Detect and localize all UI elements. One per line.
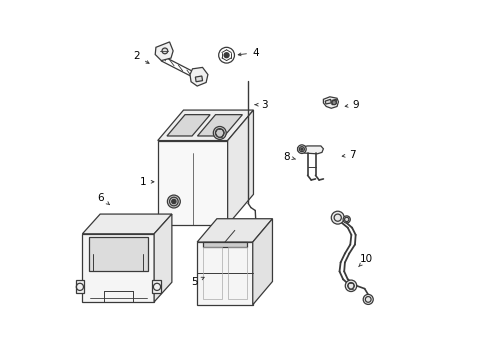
Polygon shape bbox=[297, 146, 323, 154]
Circle shape bbox=[343, 216, 349, 223]
Text: 2: 2 bbox=[133, 51, 149, 63]
Polygon shape bbox=[89, 237, 147, 271]
Text: 7: 7 bbox=[342, 150, 355, 160]
Polygon shape bbox=[325, 99, 330, 104]
Circle shape bbox=[162, 48, 167, 54]
Text: 9: 9 bbox=[345, 100, 358, 110]
Circle shape bbox=[213, 126, 226, 139]
Polygon shape bbox=[197, 114, 242, 136]
Polygon shape bbox=[252, 219, 272, 305]
Polygon shape bbox=[82, 234, 154, 302]
Text: 8: 8 bbox=[283, 152, 295, 162]
Polygon shape bbox=[227, 110, 253, 225]
Text: 4: 4 bbox=[238, 48, 258, 58]
Text: 1: 1 bbox=[140, 177, 154, 187]
Polygon shape bbox=[195, 76, 202, 82]
Text: 6: 6 bbox=[98, 193, 109, 205]
Circle shape bbox=[300, 148, 303, 150]
Circle shape bbox=[167, 195, 180, 208]
Polygon shape bbox=[197, 219, 272, 242]
Circle shape bbox=[171, 199, 176, 204]
Text: 3: 3 bbox=[255, 100, 267, 110]
Polygon shape bbox=[82, 214, 171, 234]
Circle shape bbox=[330, 211, 344, 224]
Polygon shape bbox=[76, 280, 84, 293]
Polygon shape bbox=[323, 97, 338, 108]
Polygon shape bbox=[190, 67, 207, 86]
Circle shape bbox=[345, 280, 356, 292]
Polygon shape bbox=[158, 110, 253, 140]
Polygon shape bbox=[166, 114, 210, 136]
Polygon shape bbox=[331, 99, 336, 105]
Polygon shape bbox=[158, 140, 227, 225]
Polygon shape bbox=[152, 280, 160, 293]
Polygon shape bbox=[155, 42, 173, 60]
Text: 5: 5 bbox=[191, 277, 203, 287]
Circle shape bbox=[363, 294, 372, 305]
Circle shape bbox=[224, 53, 228, 58]
Polygon shape bbox=[197, 242, 252, 305]
Circle shape bbox=[331, 100, 336, 105]
Polygon shape bbox=[202, 242, 247, 247]
Text: 10: 10 bbox=[358, 254, 372, 267]
Polygon shape bbox=[154, 214, 171, 302]
Circle shape bbox=[297, 145, 305, 153]
